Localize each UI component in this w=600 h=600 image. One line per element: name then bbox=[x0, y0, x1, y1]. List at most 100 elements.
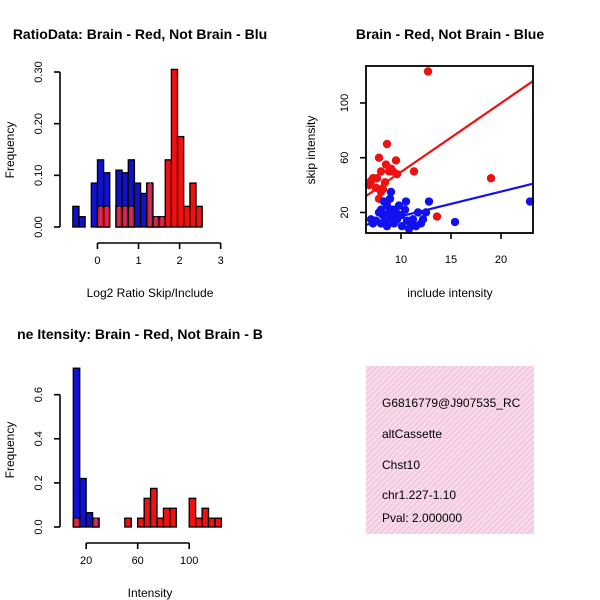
intensity-histogram-bar-red bbox=[169, 507, 177, 528]
ratio-histogram-bar-red bbox=[189, 182, 197, 228]
intensity-histogram-panel: ne Itensity: Brain - Red, Not Brain - B … bbox=[3, 326, 263, 600]
event-info-background bbox=[366, 366, 534, 534]
scatter-ylabel: skip intensity bbox=[304, 116, 318, 185]
ratio-histogram-x-tick-label: 0 bbox=[94, 255, 100, 267]
scatter-x-tick-label: 20 bbox=[495, 254, 507, 266]
ratio-histogram-bar-blue bbox=[139, 192, 148, 228]
scatter-xlabel: include intensity bbox=[407, 286, 492, 300]
intensity-histogram-bar-overlap bbox=[94, 518, 98, 526]
intensity-histogram-bar-red bbox=[149, 487, 158, 528]
intensity-histogram-bar-red bbox=[194, 517, 203, 528]
scatter-point-blue bbox=[418, 215, 428, 224]
scatter-points bbox=[364, 67, 535, 234]
scatter-y-tick-label: 60 bbox=[339, 152, 351, 164]
ratio-histogram-bar-red bbox=[164, 159, 173, 228]
intensity-histogram-bar-red bbox=[137, 517, 145, 528]
intensity-histogram-bar-red bbox=[201, 507, 210, 528]
ratio-histogram-title: RatioData: Brain - Red, Not Brain - Blu bbox=[13, 26, 267, 42]
ratio-histogram-x-tick-label: 2 bbox=[177, 255, 183, 267]
scatter-point-red bbox=[432, 212, 442, 221]
ratio-histogram-panel: RatioData: Brain - Red, Not Brain - Blu … bbox=[3, 26, 267, 300]
genomic-location: chr1.227-1.10 bbox=[382, 488, 456, 502]
scatter-point-red bbox=[392, 169, 402, 179]
intensity-histogram-bar-red bbox=[207, 517, 216, 528]
scatter-x-tick-label: 15 bbox=[445, 254, 457, 266]
ratio-histogram-bar-blue bbox=[90, 182, 99, 228]
ratio-histogram-y-tick-label: 0.10 bbox=[33, 165, 45, 186]
ratio-histogram-bar-overlap bbox=[99, 206, 102, 226]
scatter-point-blue bbox=[386, 187, 396, 197]
scatter-point-red bbox=[380, 178, 390, 187]
scatter-point-blue bbox=[413, 208, 423, 217]
scatter-point-blue bbox=[525, 197, 535, 206]
ratio-histogram-bar-red bbox=[183, 205, 191, 228]
scatter-point-red bbox=[378, 184, 388, 194]
scatter-fit-red bbox=[365, 80, 534, 197]
scatter-y-tick-label: 20 bbox=[339, 206, 351, 218]
intensity-histogram-bar-red bbox=[124, 517, 132, 528]
intensity-scatter-panel: Brain - Red, Not Brain - Blue 10 15 20 20 60… bbox=[304, 26, 544, 300]
intensity-histogram-y-tick-label: 0.4 bbox=[33, 431, 45, 446]
intensity-histogram-x-tick-label: 20 bbox=[80, 555, 92, 567]
intensity-histogram-ylabel: Frequency bbox=[3, 422, 17, 479]
scatter-point-red bbox=[391, 156, 401, 165]
intensity-histogram-bar-overlap bbox=[75, 518, 78, 526]
scatter-point-blue bbox=[385, 194, 395, 203]
ratio-histogram-bar-overlap bbox=[161, 216, 164, 226]
scatter-point-red bbox=[486, 174, 496, 183]
ratio-histogram-bar-overlap bbox=[124, 206, 127, 226]
intensity-histogram-bar-red bbox=[162, 507, 171, 528]
intensity-histogram-bar-red bbox=[143, 497, 152, 528]
event-id: G6816779@J907535_RC bbox=[382, 396, 521, 410]
scatter-point-red bbox=[374, 153, 384, 162]
scatter-point-red bbox=[423, 67, 433, 76]
scatter-point-red bbox=[376, 167, 386, 176]
scatter-axes: 10 15 20 20 60 100 bbox=[339, 65, 534, 266]
scatter-plot-frame bbox=[365, 65, 534, 234]
scatter-point-blue bbox=[382, 221, 392, 231]
intensity-histogram-xlabel: Intensity bbox=[128, 586, 173, 600]
scatter-fit-lines bbox=[365, 80, 534, 226]
event-type: altCassette bbox=[382, 427, 442, 441]
ratio-histogram-bar-red bbox=[170, 68, 179, 228]
ratio-histogram-x-tick-label: 3 bbox=[218, 255, 224, 267]
ratio-histogram-bar-blue bbox=[133, 182, 142, 228]
intensity-histogram-x-tick-label: 100 bbox=[180, 555, 198, 567]
scatter-y-tick-label: 100 bbox=[339, 94, 351, 112]
ratio-histogram-y-tick-label: 0.30 bbox=[33, 61, 45, 82]
intensity-histogram-bar-red bbox=[214, 517, 223, 528]
ratio-histogram-bar-blue bbox=[72, 205, 80, 228]
ratio-histogram-bar-overlap bbox=[105, 206, 108, 226]
scatter-point-blue bbox=[408, 215, 418, 224]
scatter-point-blue bbox=[397, 221, 407, 231]
ratio-histogram-y-tick-label: 0.20 bbox=[33, 113, 45, 134]
intensity-histogram-x-tick-label: 60 bbox=[132, 555, 144, 567]
ratio-histogram-bar-red bbox=[195, 205, 203, 228]
intensity-histogram-bar-red bbox=[188, 497, 197, 528]
scatter-point-blue bbox=[394, 201, 404, 210]
ratio-histogram-axes: 0 1 2 3 0.00 0.10 0.20 0.30 bbox=[33, 61, 224, 267]
intensity-histogram-bar-blue bbox=[72, 367, 81, 528]
p-value: Pval: 2.000000 bbox=[382, 511, 462, 525]
intensity-histogram-bar-blue bbox=[85, 512, 94, 528]
ratio-histogram-bars bbox=[72, 68, 203, 228]
scatter-point-blue bbox=[424, 197, 434, 206]
ratio-histogram-bar-blue bbox=[78, 216, 86, 228]
scatter-point-red bbox=[409, 167, 419, 176]
ratio-histogram-bar-overlap bbox=[154, 216, 158, 226]
scatter-point-blue bbox=[401, 197, 411, 206]
scatter-point-red bbox=[372, 174, 382, 183]
ratio-histogram-x-tick-label: 1 bbox=[135, 255, 141, 267]
scatter-point-blue bbox=[382, 201, 392, 210]
ratio-histogram-bar-red bbox=[176, 135, 185, 228]
ratio-histogram-bar-overlap bbox=[117, 206, 121, 226]
intensity-histogram-y-tick-label: 0.2 bbox=[33, 475, 45, 490]
ratio-histogram-y-tick-label: 0.00 bbox=[33, 216, 45, 237]
event-info-clip: G6816779@J907535_RC altCassette Chst10 c… bbox=[366, 366, 534, 534]
intensity-histogram-axes: 20 60 100 0.0 0.2 0.4 0.6 bbox=[33, 387, 198, 567]
intensity-histogram-title: ne Itensity: Brain - Red, Not Brain - B bbox=[17, 326, 263, 342]
ratio-histogram-xlabel: Log2 Ratio Skip/Include bbox=[87, 286, 214, 300]
intensity-histogram-bars bbox=[72, 367, 223, 528]
ratio-histogram-bar-overlap bbox=[130, 206, 133, 226]
